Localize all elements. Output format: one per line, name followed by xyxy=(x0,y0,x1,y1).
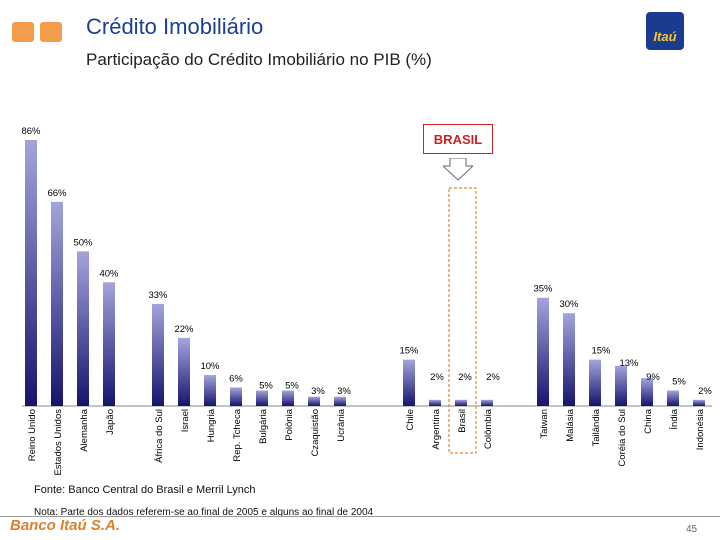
data-label: 40% xyxy=(99,268,119,279)
source-note: Fonte: Banco Central do Brasil e Merril … xyxy=(34,484,256,496)
category-label: Bulgária xyxy=(258,408,269,444)
bar-hungria xyxy=(204,375,216,406)
data-label: 15% xyxy=(591,346,611,357)
category-label: África do Sul xyxy=(154,409,165,463)
bar-reino-unido xyxy=(25,140,37,406)
data-label: 5% xyxy=(672,377,686,388)
category-label: Taiwan xyxy=(539,409,550,439)
category-label: Ucrânia xyxy=(336,408,347,441)
data-label: 6% xyxy=(229,373,243,384)
brasil-highlight-frame xyxy=(448,187,477,454)
bar-brasil xyxy=(455,399,467,406)
data-label: 2% xyxy=(458,372,472,383)
data-label: 9% xyxy=(646,372,660,383)
category-label: Alemanha xyxy=(79,408,90,451)
data-label: 2% xyxy=(430,372,444,383)
logo-square-left xyxy=(12,22,34,42)
footer-divider xyxy=(0,516,720,517)
bar-bulg-ria xyxy=(256,390,268,406)
category-label: Argentina xyxy=(431,408,442,449)
category-label: Czaquistão xyxy=(310,409,321,457)
bar-col-mbia xyxy=(481,399,493,406)
data-label: 3% xyxy=(311,386,325,397)
data-label: 35% xyxy=(533,284,553,295)
category-label: Rep. Tcheca xyxy=(232,408,243,461)
data-label: 86% xyxy=(21,126,41,137)
bar-rep-tcheca xyxy=(230,387,242,406)
itau-logo: Itaú xyxy=(646,12,684,50)
category-label: Japão xyxy=(105,409,116,435)
page-number: 45 xyxy=(686,524,698,535)
bar-mal-sia xyxy=(563,313,575,406)
category-label: Índia xyxy=(669,408,680,429)
page-title: Crédito Imobiliário xyxy=(86,14,264,39)
data-label: 30% xyxy=(559,299,579,310)
category-label: Chile xyxy=(405,409,416,431)
bar-china xyxy=(641,378,653,406)
data-label: 10% xyxy=(200,361,220,372)
brasil-arrow-icon xyxy=(443,158,473,181)
bar--ndia xyxy=(667,390,679,406)
bar-estados-unidos xyxy=(51,201,63,406)
data-label: 50% xyxy=(73,237,93,248)
category-label: Coréia do Sul xyxy=(617,409,628,467)
bar-pol-nia xyxy=(282,390,294,406)
bar-argentina xyxy=(429,399,441,406)
bar--frica-do-sul xyxy=(152,303,164,406)
data-label: 3% xyxy=(337,386,351,397)
brasil-callout: BRASIL xyxy=(423,124,493,154)
category-label: Israel xyxy=(180,409,191,432)
category-label: Brasil xyxy=(457,409,468,433)
bar-indon-sia xyxy=(693,399,705,406)
category-label: Malásia xyxy=(565,408,576,441)
category-label: Estados Unidos xyxy=(53,409,64,476)
data-label: 33% xyxy=(148,290,168,301)
bar-cor-ia-do-sul xyxy=(615,365,627,406)
bar-czaquist-o xyxy=(308,396,320,406)
bar-israel xyxy=(178,337,190,406)
category-label: Tailândia xyxy=(591,408,602,446)
category-label: China xyxy=(643,408,654,434)
category-label: Indonésia xyxy=(695,408,706,450)
data-note: Nota: Parte dos dados referem-se ao fina… xyxy=(34,507,374,518)
data-label: 5% xyxy=(259,381,273,392)
category-label: Polônia xyxy=(284,408,295,440)
logo-square-right xyxy=(40,22,62,42)
bar-alemanha xyxy=(77,251,89,406)
data-label: 66% xyxy=(47,188,67,199)
category-label: Hungria xyxy=(206,408,217,442)
data-label: 22% xyxy=(174,324,194,335)
bar-chile xyxy=(403,359,415,406)
category-label: Reino Unido xyxy=(27,409,38,461)
data-label: 13% xyxy=(619,358,639,369)
bar-tail-ndia xyxy=(589,359,601,406)
bar-ucr-nia xyxy=(334,396,346,406)
bar-taiwan xyxy=(537,297,549,406)
data-label: 2% xyxy=(486,372,500,383)
category-label: Colômbia xyxy=(483,408,494,449)
bank-name: Banco Itaú S.A. xyxy=(10,517,121,534)
data-label: 2% xyxy=(698,386,712,397)
data-label: 15% xyxy=(399,346,419,357)
chart-subtitle: Participação do Crédito Imobiliário no P… xyxy=(86,50,432,69)
data-label: 5% xyxy=(285,381,299,392)
bar-jap-o xyxy=(103,282,115,406)
